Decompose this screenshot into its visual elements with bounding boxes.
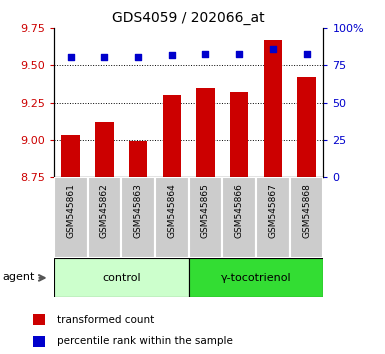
- Bar: [88, 177, 121, 258]
- Text: GSM545864: GSM545864: [167, 183, 176, 238]
- Bar: [189, 258, 323, 297]
- Text: γ-tocotrienol: γ-tocotrienol: [221, 273, 291, 283]
- Point: [270, 46, 276, 52]
- Text: GSM545863: GSM545863: [134, 183, 142, 238]
- Point: [203, 51, 209, 56]
- Bar: [189, 177, 223, 258]
- Point: [135, 54, 141, 59]
- Bar: [196, 88, 215, 177]
- Point: [236, 51, 242, 56]
- Text: GSM545861: GSM545861: [66, 183, 75, 238]
- Title: GDS4059 / 202066_at: GDS4059 / 202066_at: [112, 11, 265, 24]
- Bar: [230, 92, 248, 177]
- Bar: [290, 177, 323, 258]
- Text: percentile rank within the sample: percentile rank within the sample: [57, 336, 233, 346]
- Text: GSM545862: GSM545862: [100, 183, 109, 238]
- Point: [303, 51, 310, 56]
- Text: control: control: [102, 273, 141, 283]
- Text: GSM545865: GSM545865: [201, 183, 210, 238]
- Bar: [33, 314, 45, 325]
- Bar: [264, 40, 282, 177]
- Bar: [162, 95, 181, 177]
- Bar: [297, 78, 316, 177]
- Bar: [129, 141, 147, 177]
- Bar: [62, 135, 80, 177]
- Bar: [121, 177, 155, 258]
- Point: [68, 54, 74, 59]
- Text: GSM545868: GSM545868: [302, 183, 311, 238]
- Point: [101, 54, 107, 59]
- Bar: [155, 177, 189, 258]
- Point: [169, 52, 175, 58]
- Text: agent: agent: [3, 272, 35, 282]
- Bar: [256, 177, 290, 258]
- Text: GSM545867: GSM545867: [268, 183, 277, 238]
- Bar: [33, 336, 45, 347]
- Bar: [223, 177, 256, 258]
- Bar: [54, 258, 189, 297]
- Bar: [54, 177, 88, 258]
- Bar: [95, 122, 114, 177]
- Text: transformed count: transformed count: [57, 315, 155, 325]
- Text: GSM545866: GSM545866: [235, 183, 244, 238]
